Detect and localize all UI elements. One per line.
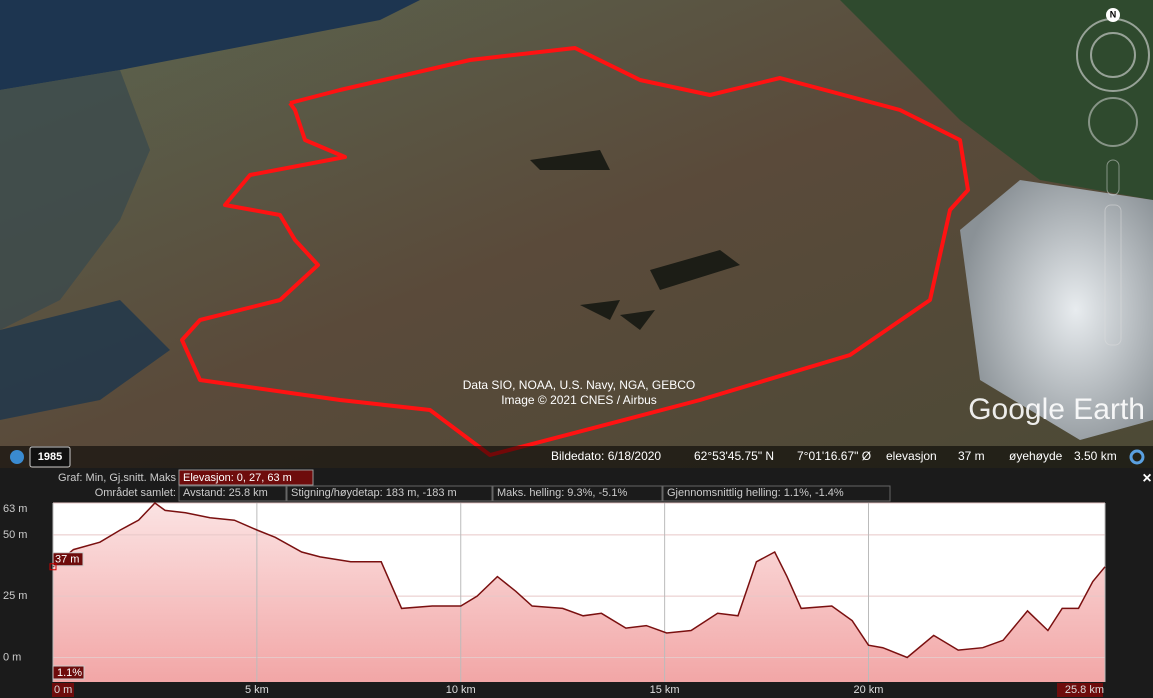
loading-indicator (1129, 449, 1145, 465)
elevation-value: 37 m (958, 449, 985, 463)
elevation-line (52, 502, 1106, 659)
latitude: 62°53'45.75" N (694, 449, 774, 463)
x-tick-box (1057, 683, 1103, 697)
status-bar (0, 446, 1153, 468)
stat-box (178, 485, 287, 502)
elevation-profile: 63 m 50 m 25 m 0 m 0 m 5 km 10 km 15 km 20 km 25.… (3, 502, 1106, 697)
attribution: Image © 2021 CNES / Airbus (501, 393, 657, 407)
x-tick-label: 20 km (854, 684, 884, 696)
profile-header: Graf: Min, Gj.snitt. Maks Elevasjon: 0, … (0, 468, 1153, 502)
stat-box (492, 485, 663, 502)
logo: Google Earth (968, 393, 1145, 426)
map-view[interactable]: Data SIO, NOAA, U.S. Navy, NGA, GEBCO Im… (0, 0, 1153, 468)
north-marker[interactable] (1106, 8, 1120, 22)
y-tick-label: 63 m (3, 503, 27, 515)
lakes (530, 150, 740, 330)
coast (0, 70, 150, 330)
fjord (0, 300, 170, 420)
look-control[interactable] (1088, 97, 1138, 147)
x-tick-label: 25.8 km (1065, 684, 1104, 696)
image-date: Bildedato: 6/18/2020 (551, 449, 661, 463)
x-tick-label: 5 km (245, 684, 269, 696)
slope-box (52, 665, 85, 680)
street-view[interactable] (1106, 159, 1120, 196)
x-tick-label: 10 km (446, 684, 476, 696)
distance: Avstand: 25.8 km (183, 487, 268, 499)
close-button[interactable]: × (1142, 470, 1151, 487)
x-tick-box (52, 683, 74, 697)
x-tick-label: 15 km (650, 684, 680, 696)
longitude: 7°01'16.67" Ø (797, 449, 871, 463)
history-icon[interactable] (10, 450, 24, 464)
climb: Stigning/høydetap: 183 m, -183 m (291, 487, 457, 499)
elevation-label: elevasjon (886, 449, 937, 463)
navigation-controls[interactable]: N (1076, 8, 1150, 346)
elevation-box (178, 469, 314, 486)
stat-box (662, 485, 891, 502)
eye-altitude-label: øyehøyde (1009, 449, 1063, 463)
y-tick-label: 25 m (3, 590, 27, 602)
sea (0, 0, 420, 90)
max-slope: Maks. helling: 9.3%, -5.1% (497, 487, 627, 499)
stat-box (286, 485, 493, 502)
graph-label: Graf: Min, Gj.snitt. Maks (58, 472, 176, 484)
slope-label: 1.1% (57, 667, 82, 679)
y-tick-label: 50 m (3, 529, 27, 541)
avg-slope: Gjennomsnittlig helling: 1.1%, -1.4% (667, 487, 844, 499)
elevation-stats: Elevasjon: 0, 27, 63 m (183, 472, 292, 484)
cursor-label: 37 m (55, 554, 79, 566)
north-label: N (1110, 9, 1117, 19)
y-tick-label: 0 m (3, 651, 21, 663)
area-total: Området samlet: (95, 487, 176, 499)
zoom-slider[interactable] (1104, 204, 1122, 346)
forest (840, 0, 1153, 200)
year-label: 1985 (38, 451, 62, 463)
cursor-marker (49, 563, 57, 571)
elevation-area (53, 503, 1105, 682)
eye-altitude-value: 3.50 km (1074, 449, 1117, 463)
attribution: Data SIO, NOAA, U.S. Navy, NGA, GEBCO (463, 378, 696, 392)
x-tick-label: 0 m (54, 684, 72, 696)
compass[interactable] (1090, 32, 1136, 78)
cursor-box (52, 552, 84, 567)
year-button[interactable] (29, 446, 71, 468)
route (180, 46, 970, 457)
